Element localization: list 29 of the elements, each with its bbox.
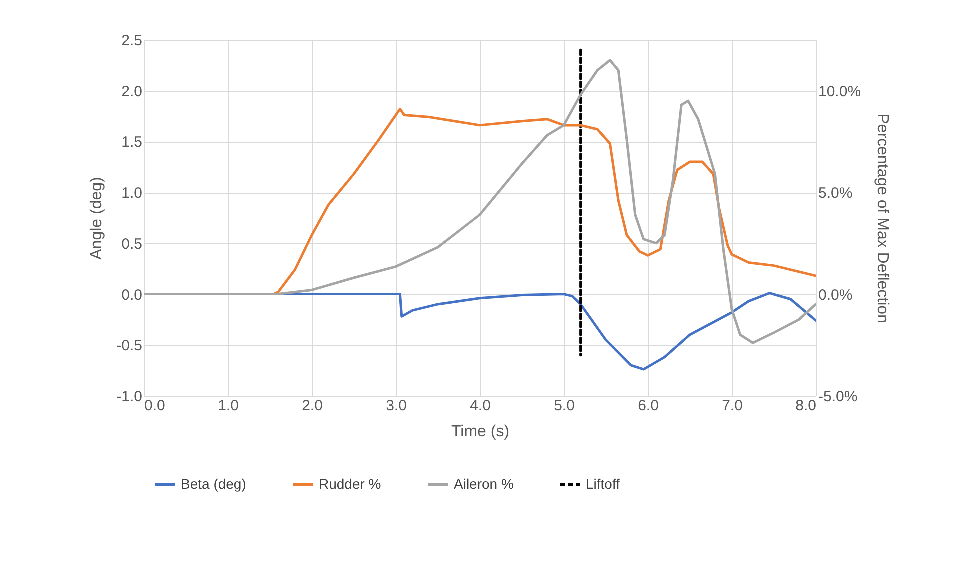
legend-label: Rudder % (319, 476, 382, 492)
y2-tick-label: -5.0% (818, 388, 858, 406)
y-tick-label: 0.0 (122, 286, 142, 304)
y2-tick-label: 10.0% (818, 83, 862, 100)
x-tick-label: 0.0 (144, 398, 166, 414)
y-axis-title: Angle (deg) (88, 177, 106, 260)
legend-label: Liftoff (586, 476, 620, 492)
x-tick-label: 3.0 (386, 398, 407, 414)
y-tick-label: 1.5 (122, 134, 142, 152)
y-tick-label: 1.0 (122, 185, 142, 202)
y-tick-label: 2.5 (122, 32, 142, 50)
x-tick-label: 1.0 (218, 398, 239, 414)
y-tick-label: -0.5 (116, 338, 142, 355)
x-axis-title: Time (s) (451, 424, 510, 440)
y-tick-label: 2.0 (122, 83, 142, 100)
x-tick-label: 8.0 (796, 398, 816, 414)
line-series (144, 59, 816, 344)
x-tick-label: 7.0 (722, 398, 743, 414)
legend-label: Beta (deg) (181, 476, 246, 492)
x-tick-label: 6.0 (638, 398, 659, 414)
x-tick-label: 5.0 (554, 398, 575, 414)
legend-label: Aileron % (454, 476, 514, 492)
y2-axis-title: Percentage of Max Deflection (874, 114, 892, 324)
y-tick-label: -1.0 (116, 388, 142, 406)
y2-tick-label: 5.0% (818, 185, 853, 202)
x-tick-label: 2.0 (302, 398, 323, 414)
x-tick-label: 4.0 (470, 398, 491, 414)
y-tick-label: 0.5 (122, 236, 142, 253)
y2-tick-label: 0.0% (818, 286, 853, 304)
